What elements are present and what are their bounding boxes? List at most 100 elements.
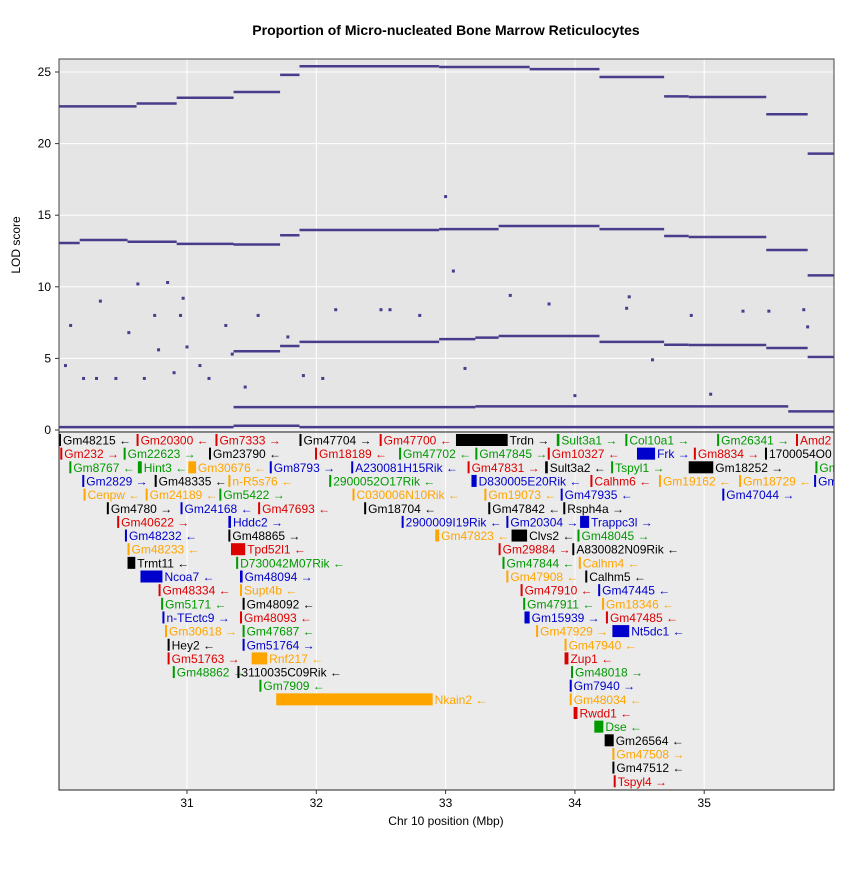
gene-label: Tspyl1 →: [615, 461, 664, 475]
gene-label: C030006N10Rik ←: [357, 488, 460, 502]
gene-label: Gm47844 ←: [506, 556, 574, 570]
gene-label: Gm48093 ←: [244, 611, 312, 625]
gene-bar: [467, 461, 470, 474]
gene-label: Gm48334 ←: [163, 584, 231, 598]
gene-bar: [136, 434, 139, 446]
gene-label: Calhm4 ←: [583, 556, 640, 570]
gene-label: Gm26564 ←: [616, 734, 684, 748]
lod-point: [741, 309, 745, 313]
y-tick-label: 25: [38, 65, 52, 79]
gene-label: Gm18252 →: [715, 461, 783, 475]
gene-bar: [764, 447, 767, 460]
gene-label: Gm5422 →: [223, 488, 284, 502]
gene-label: Gm47512 ←: [616, 761, 684, 775]
gene-bar: [208, 447, 211, 460]
gene-label: Gm48865 →: [232, 529, 300, 543]
gene-label: Gm2829 →: [86, 474, 147, 488]
gene-label: Tspyl4 →: [618, 775, 667, 789]
gene-bar: [137, 461, 142, 474]
gene-bar: [230, 543, 246, 556]
gene-panel: [59, 432, 834, 790]
gene-label: Hddc2 →: [233, 515, 283, 529]
gene-bar: [585, 570, 588, 583]
gene-label: Hint3 ←: [144, 461, 187, 475]
gene-label: Rsph4a →: [567, 502, 624, 516]
gene-label: Gm24189 ←: [150, 488, 218, 502]
x-axis-label: Chr 10 position (Mbp): [388, 814, 503, 828]
gene-label: Sult3a2 ←: [550, 461, 606, 475]
gene-label: Gm18346 ←: [606, 597, 674, 611]
gene-label: Supt4b ←: [244, 584, 297, 598]
lod-lines: [59, 65, 834, 429]
lod-point: [806, 325, 810, 329]
gene-bar: [605, 611, 608, 624]
gene-bar: [511, 529, 528, 542]
gene-label: Gm47700 ←: [384, 434, 452, 448]
x-tick-label: 32: [310, 796, 324, 810]
lod-point: [98, 299, 102, 303]
gene-bar: [379, 434, 382, 446]
x-tick-label: 35: [698, 796, 712, 810]
gene-label: Hey2 ←: [172, 638, 215, 652]
gene-bar: [167, 652, 170, 665]
gene-label: Gm30676 ←: [198, 461, 266, 475]
gene-bar: [560, 488, 563, 501]
gene-bar: [594, 720, 604, 733]
gene-bar: [127, 556, 136, 569]
gene-label: Gm18189 ←: [319, 447, 387, 461]
gene-bar: [117, 515, 120, 528]
gene-bar: [717, 434, 720, 446]
y-tick-label: 0: [44, 423, 51, 437]
gene-label: Gm47831 →: [472, 461, 540, 475]
gene-bar: [82, 474, 85, 487]
grid: [59, 59, 834, 790]
lod-point: [198, 364, 202, 368]
gene-bar: [315, 447, 318, 460]
gene-bar: [604, 734, 614, 747]
gene-label: Gm48094 →: [245, 570, 313, 584]
gene-bar: [612, 625, 630, 638]
gene-bar: [106, 502, 109, 515]
gene-label: Nt5dc1 ←: [631, 625, 684, 639]
gene-bar: [329, 474, 332, 487]
x-tick-label: 31: [180, 796, 194, 810]
gene-label: Gm19073 ←: [488, 488, 556, 502]
gene-label: Gm48034 ←: [574, 693, 642, 707]
gene-bar: [722, 488, 725, 501]
y-tick-label: 5: [44, 351, 51, 365]
gene-bar: [506, 570, 509, 583]
gene-label: Gm47693 ←: [262, 502, 330, 516]
gene-label: Gm47823 ←: [441, 529, 509, 543]
lod-point: [627, 295, 631, 299]
gene-label: Gm7909 ←: [263, 679, 324, 693]
gene-bar: [569, 679, 572, 692]
gene-label: Gm47929 →: [540, 625, 608, 639]
gene-bar: [688, 461, 714, 474]
gene-bar: [580, 515, 590, 528]
gene-bar: [259, 679, 262, 692]
gene-bar: [577, 529, 580, 542]
gene-panel-border: [58, 431, 835, 791]
gene-bar: [613, 775, 616, 788]
gene-bar: [502, 556, 505, 569]
gene-label: 2900009I19Rik ←: [406, 515, 502, 529]
gene-label: Gm47910 ←: [525, 584, 593, 598]
gene-bar: [69, 461, 72, 474]
lod-point: [172, 371, 176, 375]
gene-label: Gm47940 ←: [569, 638, 637, 652]
lod-point: [136, 282, 140, 286]
gene-bar: [60, 447, 63, 460]
gene-bar: [612, 747, 615, 760]
gene-bar: [127, 543, 130, 556]
gene-label: Gm5171 ←: [165, 597, 226, 611]
gene-bar: [571, 666, 574, 679]
gene-label: n-R5s76 ←: [232, 474, 293, 488]
gene-bar: [228, 515, 231, 528]
lod-point: [157, 348, 161, 352]
gene-bar: [488, 502, 491, 515]
lod-point: [334, 308, 338, 312]
gene-bar: [796, 434, 799, 446]
gene-label: Gm18704 ←: [368, 502, 436, 516]
gene-bar: [564, 638, 567, 651]
lod-point: [230, 352, 234, 356]
